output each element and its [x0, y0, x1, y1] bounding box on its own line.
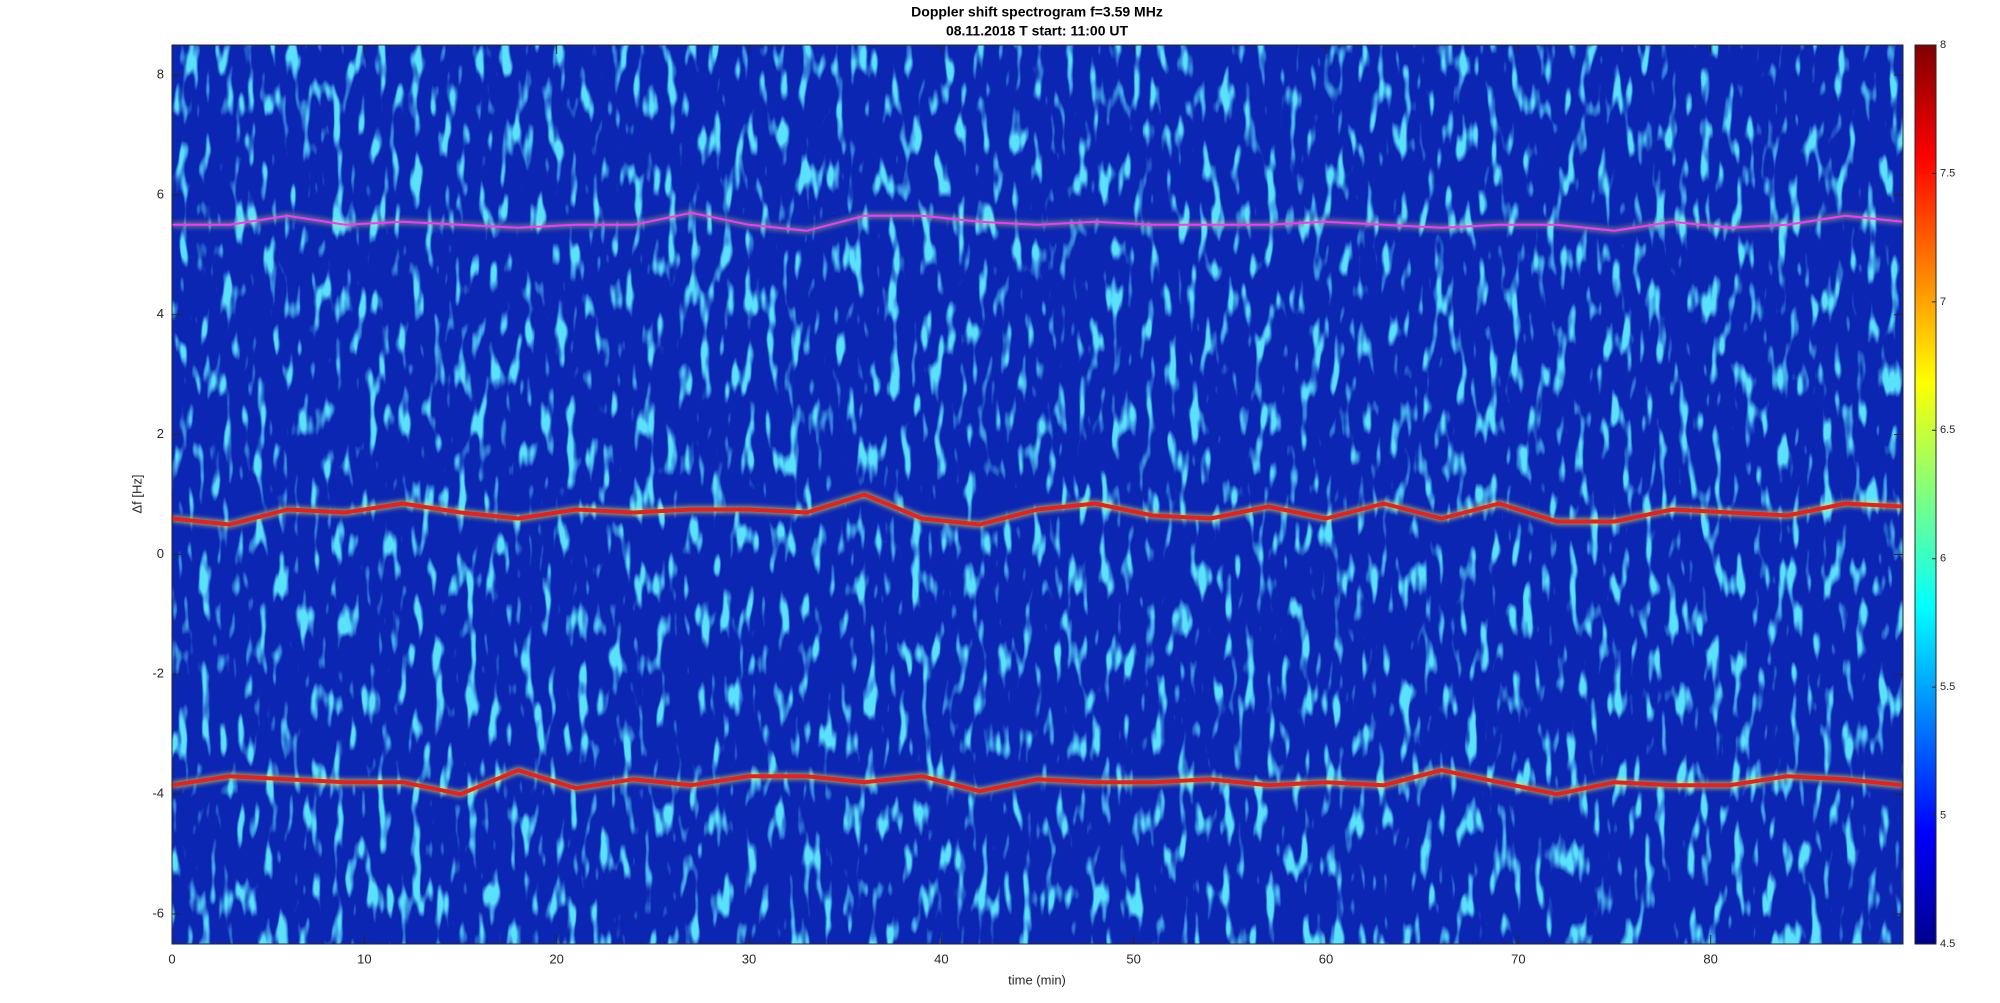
colorbar-tick-label: 7.5 — [1940, 167, 1955, 179]
y-tick-label: -4 — [152, 786, 164, 801]
chart-subtitle: 08.11.2018 T start: 11:00 UT — [946, 23, 1129, 39]
x-tick-label: 60 — [1319, 951, 1333, 966]
plot-frame — [171, 44, 1904, 945]
trace-line — [172, 211, 1904, 232]
y-tick-label: 4 — [157, 306, 164, 321]
x-tick-label: 80 — [1703, 951, 1717, 966]
y-tick-label: 8 — [157, 66, 164, 81]
x-tick-label: 10 — [357, 951, 371, 966]
x-tick-label: 30 — [742, 951, 756, 966]
x-tick-label: 70 — [1511, 951, 1525, 966]
colorbar-tick-label: 5.5 — [1940, 681, 1955, 693]
x-tick-label: 20 — [549, 951, 563, 966]
y-tick-label: 6 — [157, 186, 164, 201]
colorbar-tick-label: 6 — [1940, 553, 1946, 565]
colorbar-tick-label: 5 — [1940, 809, 1946, 821]
x-tick-label: 50 — [1126, 951, 1140, 966]
colorbar-tick-label: 7 — [1940, 296, 1946, 308]
x-axis-label: time (min) — [1008, 972, 1066, 987]
y-tick-label: -6 — [152, 905, 164, 920]
trace-line — [171, 492, 1904, 527]
colorbar-tick-label: 4.5 — [1940, 938, 1955, 950]
y-tick-label: 2 — [157, 426, 164, 441]
colorbar-tick-label: 8 — [1940, 39, 1946, 51]
y-tick-label: 0 — [157, 546, 164, 561]
x-tick-label: 40 — [934, 951, 948, 966]
y-axis-label: Δf [Hz] — [129, 474, 144, 513]
trace-line — [171, 768, 1904, 797]
colorbar — [1914, 44, 1937, 945]
y-tick-label: -2 — [152, 666, 164, 681]
x-tick-label: 0 — [168, 951, 175, 966]
spectrogram-noise — [172, 45, 1903, 944]
chart-title: Doppler shift spectrogram f=3.59 MHz — [911, 4, 1163, 20]
colorbar-tick-label: 6.5 — [1940, 424, 1955, 436]
